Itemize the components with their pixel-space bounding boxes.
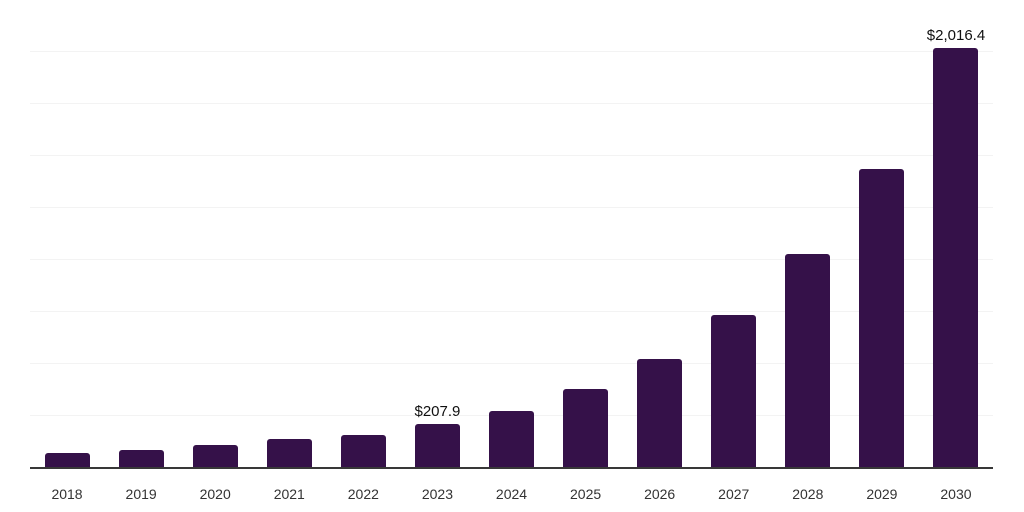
x-tick-label: 2026: [644, 486, 676, 502]
bar-column-2027: [697, 1, 771, 467]
gridline: [30, 51, 993, 52]
x-tick-label: 2023: [421, 486, 453, 502]
bar-2024: [489, 411, 534, 467]
x-tick-label: 2029: [866, 486, 898, 502]
bar-series: $207.9 $2,016.4: [30, 1, 993, 467]
x-tick-label: 2018: [51, 486, 83, 502]
x-axis-labels: 2018 2019 2020 2021 2022 2023 2024 2025 2026 2027…: [30, 486, 993, 502]
bar-column-2020: [178, 1, 252, 467]
bar-column-2022: [326, 1, 400, 467]
gridline: [30, 311, 993, 312]
bar-2020: [192, 444, 238, 467]
x-tick-label: 2022: [347, 486, 379, 502]
x-tick-label: 2027: [718, 486, 750, 502]
bar-column-2021: [252, 1, 326, 467]
bar-value-label: $2,016.4: [926, 26, 986, 44]
bar-2025: [563, 389, 609, 467]
bar-column-2023: $207.9: [400, 1, 474, 467]
bar-column-2025: [549, 1, 623, 467]
bar-value-label: $207.9: [414, 402, 461, 420]
x-tick-label: 2020: [199, 486, 231, 502]
x-tick-label: 2024: [495, 486, 528, 502]
bar-2027: [711, 315, 757, 467]
bar-2030: [933, 47, 979, 467]
gridline: [30, 363, 993, 364]
x-tick-label: 2028: [792, 486, 824, 502]
x-tick-label: 2025: [570, 486, 602, 502]
bar-2028: [785, 254, 831, 467]
gridline: [30, 207, 993, 208]
bar-column-2028: [771, 1, 845, 467]
bar-2026: [637, 359, 683, 467]
x-tick-label: 2030: [940, 486, 972, 502]
plot-area: $207.9 $2,016.4: [30, 1, 993, 469]
bar-column-2026: [623, 1, 697, 467]
gridline: [30, 259, 993, 260]
bar-2019: [118, 449, 164, 467]
bar-2029: [859, 168, 905, 467]
x-tick-label: 2019: [125, 486, 157, 502]
bar-column-2019: [104, 1, 178, 467]
gridline: [30, 155, 993, 156]
bar-2023: [414, 423, 460, 467]
bar-column-2024: [474, 1, 548, 467]
x-tick-label: 2021: [273, 486, 305, 502]
gridline: [30, 103, 993, 104]
bar-column-2029: [845, 1, 919, 467]
bar-column-2030: $2,016.4: [919, 1, 993, 467]
bar-2022: [340, 434, 386, 467]
bar-column-2018: [30, 1, 104, 467]
bar-2021: [266, 438, 312, 467]
bar-2018: [44, 453, 90, 467]
